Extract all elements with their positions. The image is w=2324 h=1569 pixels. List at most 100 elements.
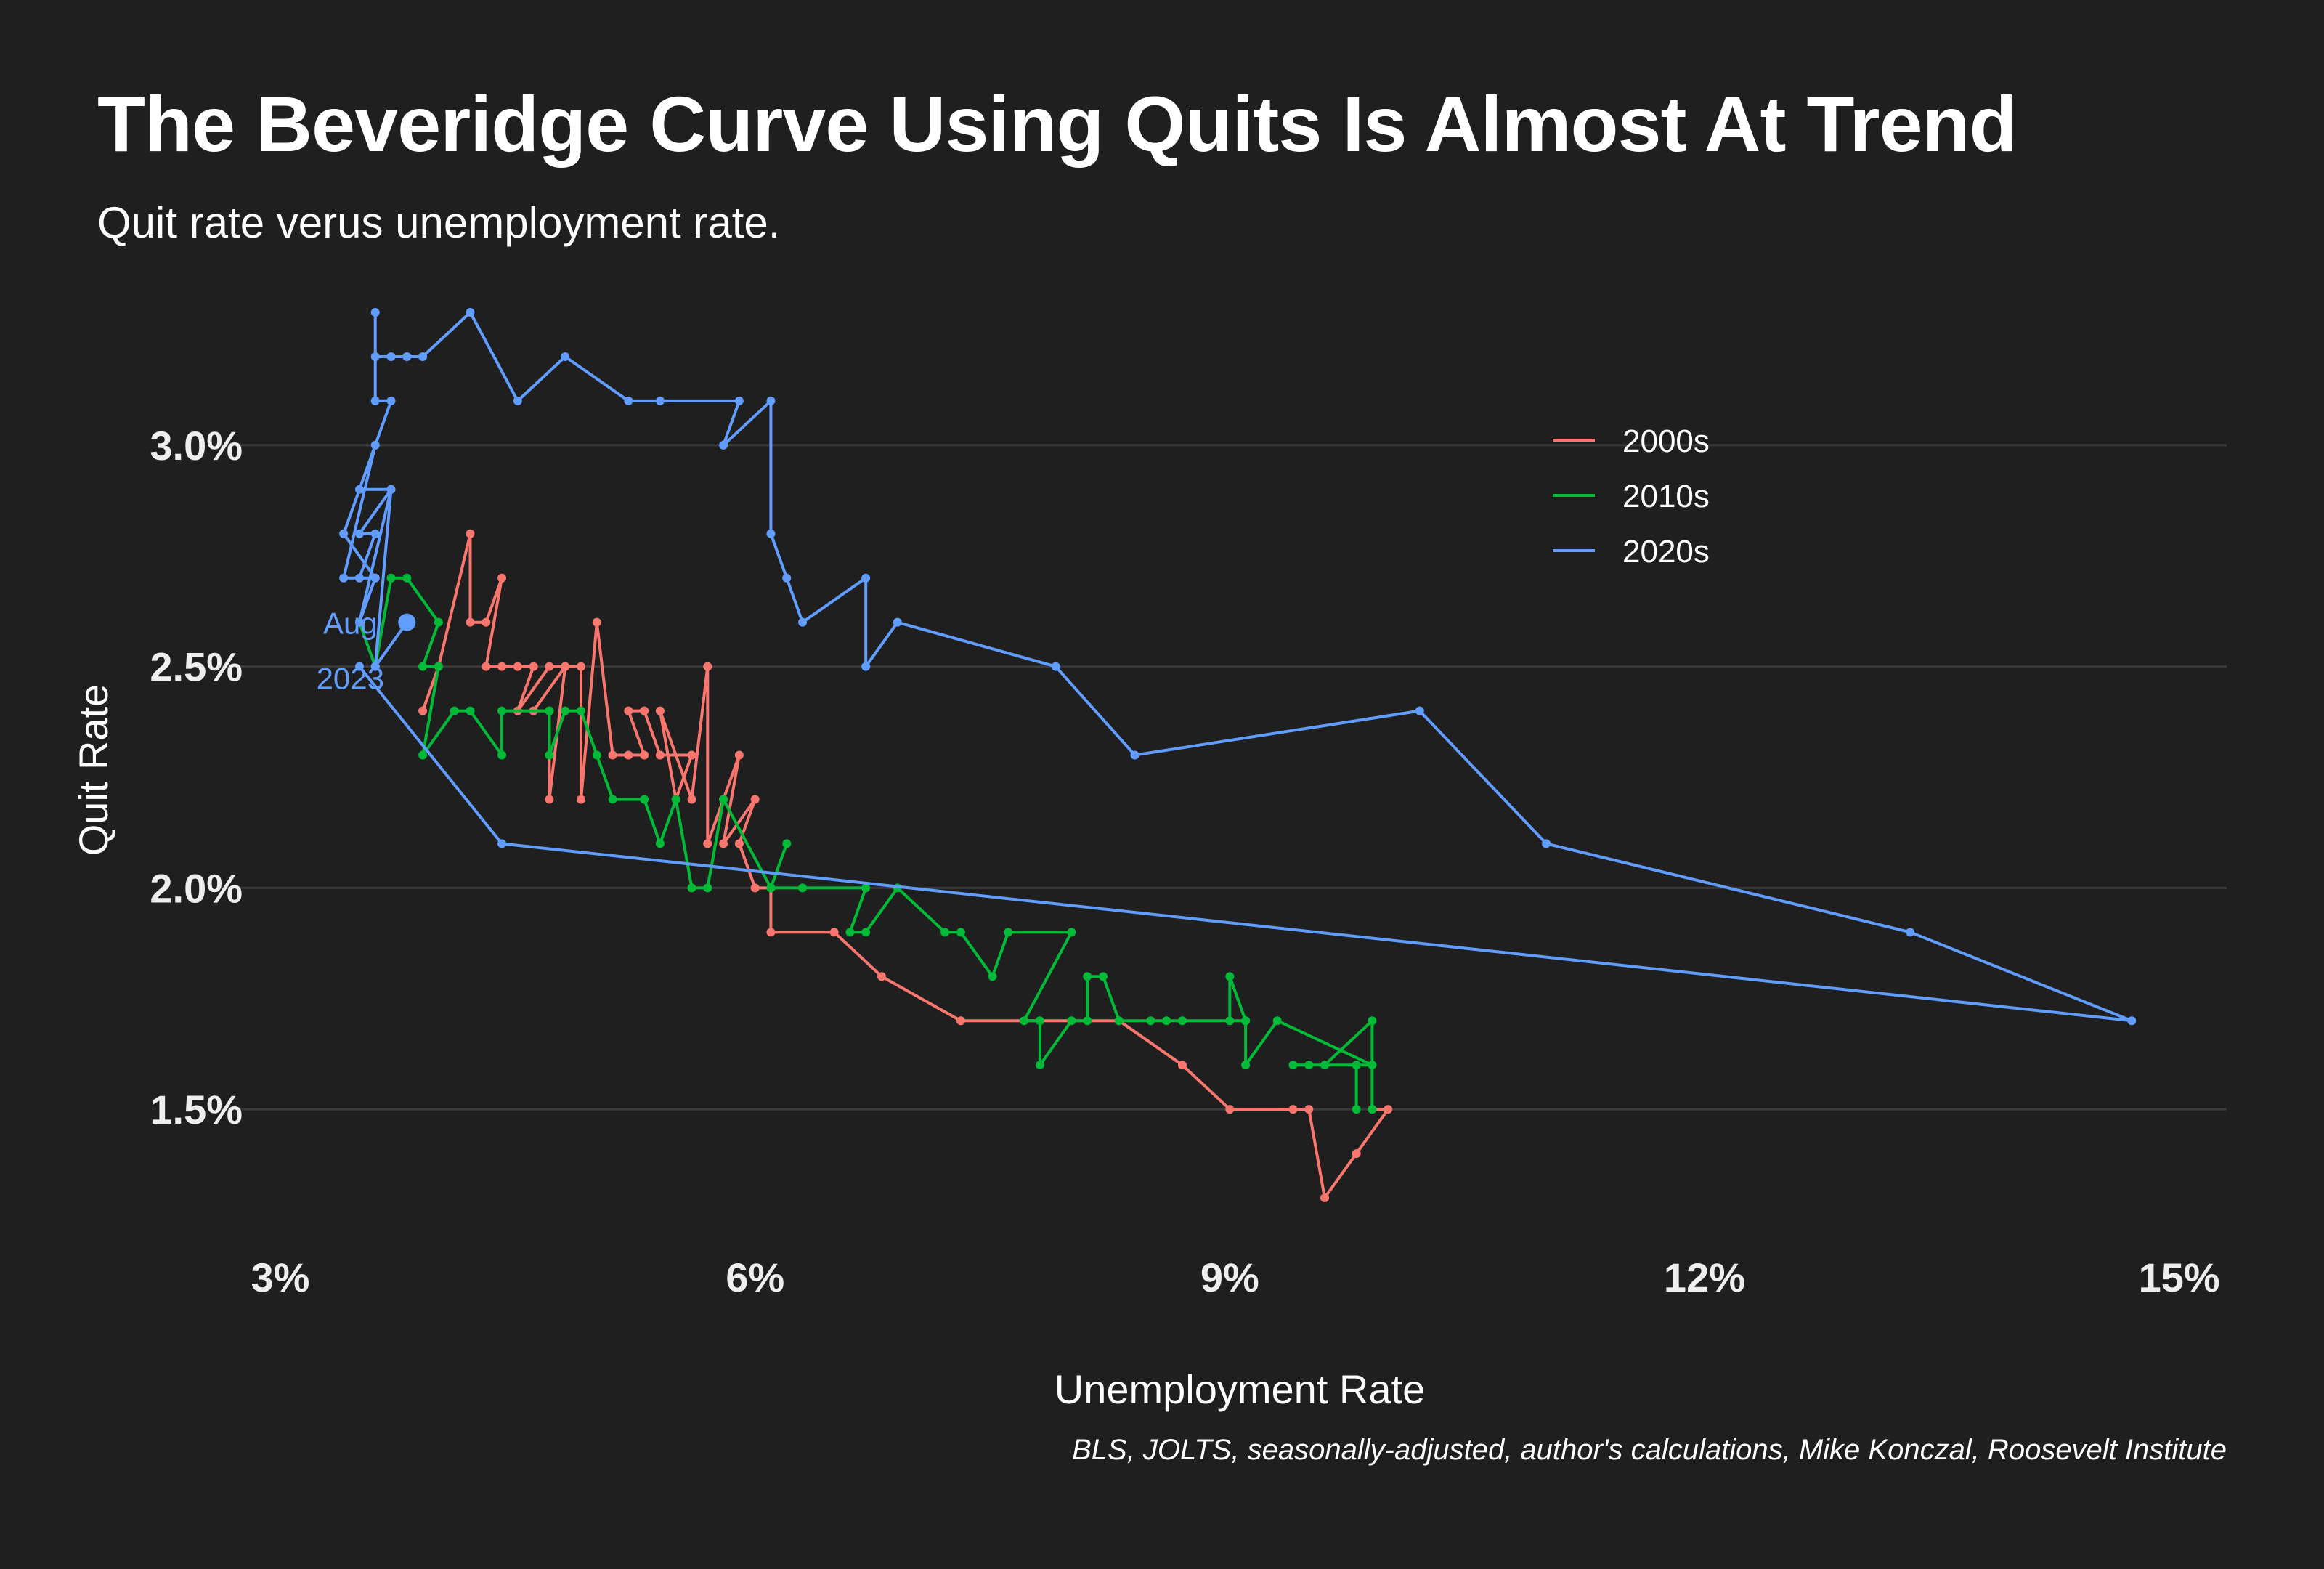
data-point [466,706,475,715]
data-point [370,529,380,538]
x-tick-label: 12% [1664,1254,1745,1300]
data-point [434,617,443,627]
legend-label: 2020s [1622,534,1710,569]
data-point [1304,1105,1314,1114]
data-point [1352,1149,1361,1159]
data-point [497,839,507,848]
data-point [1225,1016,1235,1026]
data-point [1130,750,1139,760]
data-point [798,883,808,893]
chart-subtitle: Quit rate verus unemployment rate. [97,198,781,247]
data-point [354,662,364,671]
data-point [592,750,601,760]
data-point [1067,1016,1076,1026]
data-point [1368,1061,1377,1070]
data-point [703,883,712,893]
data-point [687,750,696,760]
data-point [434,662,443,671]
data-point [402,352,412,361]
data-point [734,839,744,848]
data-point [545,750,554,760]
data-point [545,706,554,715]
data-point [640,706,649,715]
latest-point-marker [398,613,416,631]
axis-ticks: 1.5% 2.0% 2.5% 3.0% 3% 6% 9% 12% 15% [150,423,2219,1300]
data-point [671,795,680,804]
data-point [719,440,728,450]
legend-label: 2010s [1622,479,1710,514]
data-point [418,662,428,671]
legend: 2000s 2010s 2020s [1553,423,1710,569]
data-point [734,396,744,405]
data-point [370,662,380,671]
source-caption: BLS, JOLTS, seasonally-adjusted, author'… [1072,1434,2227,1466]
data-point [576,706,585,715]
data-point [893,617,902,627]
data-point [529,662,538,671]
data-point [1241,1061,1251,1070]
data-point [956,928,965,937]
series-line [421,532,1390,1199]
data-point [386,352,396,361]
data-point [940,928,950,937]
data-point [418,352,428,361]
data-point [1099,972,1108,981]
data-point [1177,1061,1187,1070]
data-point [1272,1016,1282,1026]
y-tick-label: 3.0% [150,423,243,469]
data-point [766,883,776,893]
data-point [655,396,665,405]
annotation-label: 2023 [317,662,384,696]
data-point [2127,1016,2137,1026]
data-point [1415,706,1424,715]
y-axis-title: Quit Rate [70,684,116,856]
series-line [357,576,1374,1111]
data-point [370,396,380,405]
data-point [354,617,364,627]
data-point [1320,1061,1330,1070]
data-point [655,750,665,760]
data-point [687,795,696,804]
data-point [750,883,760,893]
data-point [640,795,649,804]
y-tick-label: 2.0% [150,865,243,911]
data-point [861,573,871,583]
data-point [719,839,728,848]
data-point [608,750,617,760]
data-point [386,485,396,494]
data-point [624,706,633,715]
x-tick-label: 6% [726,1254,784,1300]
data-point [624,750,633,760]
data-point [1288,1105,1298,1114]
data-point [1020,1016,1029,1026]
data-point [466,617,475,627]
data-point [545,795,554,804]
y-tick-label: 2.5% [150,644,243,690]
data-point [513,396,522,405]
data-point [576,795,585,804]
data-point [1035,1061,1044,1070]
data-point [545,662,554,671]
data-point [1051,662,1060,671]
data-point [466,308,475,317]
data-point [354,573,364,583]
data-point [497,706,507,715]
data-point [1352,1061,1361,1070]
annotation: Aug 2023 [317,607,416,696]
data-point [766,396,776,405]
data-point [1304,1061,1314,1070]
data-point [703,839,712,848]
data-point [1368,1016,1377,1026]
data-point [561,352,570,361]
data-point [766,529,776,538]
data-point [1320,1193,1330,1203]
data-point [497,750,507,760]
data-point [370,352,380,361]
data-point [1906,928,1915,937]
data-point [482,617,491,627]
data-point [1114,1016,1124,1026]
data-point [1288,1061,1298,1070]
data-point [354,529,364,538]
data-point [402,573,412,583]
